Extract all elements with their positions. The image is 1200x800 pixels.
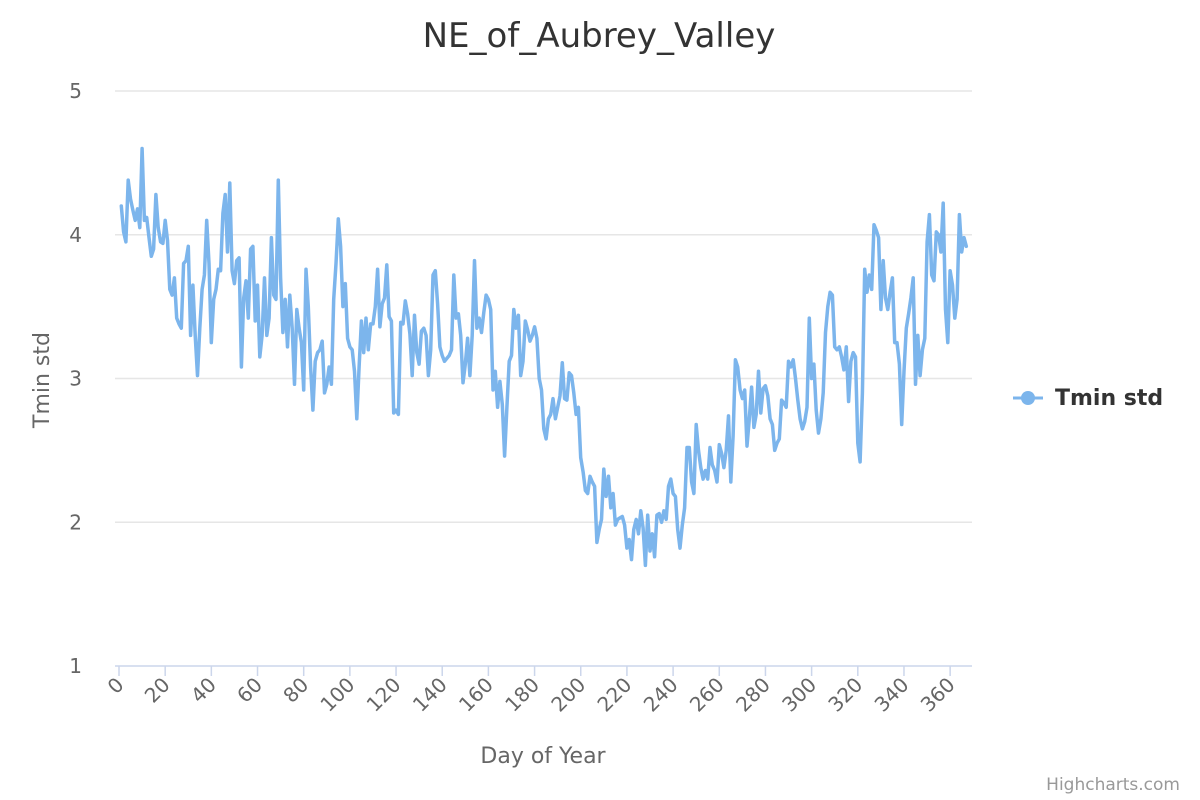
x-tick-label: 200	[546, 673, 590, 717]
x-tick-label: 340	[870, 673, 914, 717]
x-tick-label: 20	[140, 673, 175, 708]
x-tick-label: 300	[777, 673, 821, 717]
x-tick-label: 360	[916, 673, 960, 717]
legend-item[interactable]: Tmin std	[1013, 386, 1163, 411]
y-axis-title: Tmin std	[30, 332, 55, 429]
x-tick-label: 120	[362, 673, 406, 717]
x-tick-label: 160	[454, 673, 498, 717]
y-tick-label: 3	[69, 367, 82, 391]
legend-label: Tmin std	[1055, 386, 1163, 411]
series-layer	[119, 146, 969, 568]
x-tick-label: 100	[315, 673, 359, 717]
y-axis-ticks: 1 2 3 4 5	[69, 79, 82, 678]
x-tick-label: 80	[278, 673, 313, 708]
x-tick-label: 240	[639, 673, 683, 717]
x-tick-label: 280	[731, 673, 775, 717]
x-axis-ticks: 0 20 40 60 80 100 120 140 160 180 200 220 240 260 280 3…	[103, 666, 960, 717]
y-tick-label: 4	[69, 223, 82, 247]
x-tick-label: 0	[103, 673, 129, 699]
chart-title: NE_of_Aubrey_Valley	[423, 16, 776, 56]
x-tick-label: 40	[186, 673, 221, 708]
legend-marker	[1021, 391, 1035, 405]
y-tick-label: 5	[69, 79, 82, 103]
x-tick-label: 260	[685, 673, 729, 717]
credits-link[interactable]: Highcharts.com	[1046, 775, 1180, 795]
x-tick-label: 140	[408, 673, 452, 717]
x-tick-label: 180	[500, 673, 544, 717]
x-axis-title: Day of Year	[480, 744, 606, 769]
series-line[interactable]	[119, 146, 969, 568]
y-tick-label: 2	[69, 510, 82, 534]
x-tick-label: 220	[592, 673, 636, 717]
x-tick-label: 320	[823, 673, 867, 717]
grid-lines	[115, 90, 972, 523]
x-tick-label: 60	[232, 673, 267, 708]
y-tick-label: 1	[69, 654, 82, 678]
